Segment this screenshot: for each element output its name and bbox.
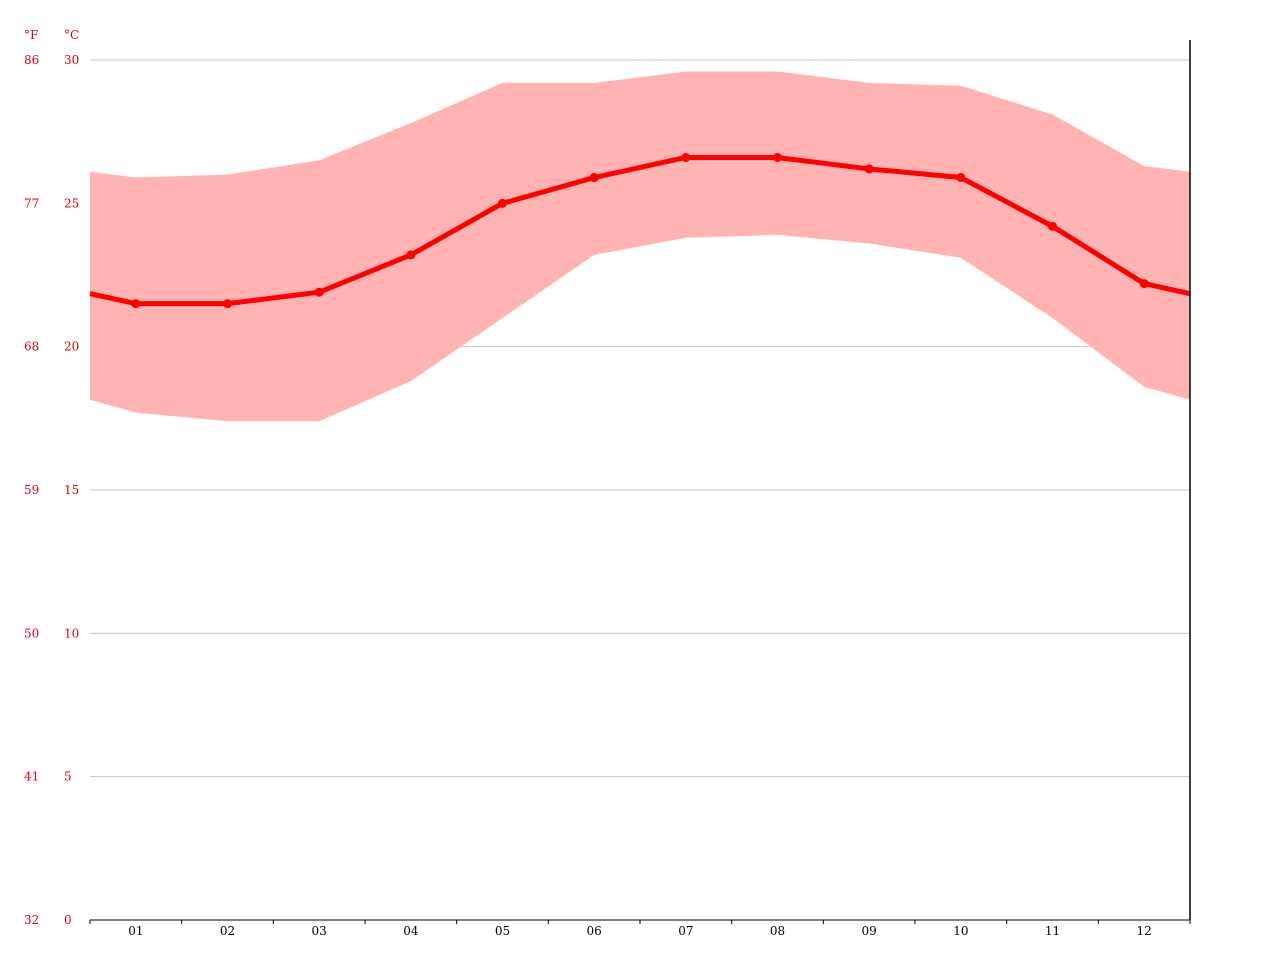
y-tick-celsius: 15 xyxy=(64,483,79,497)
data-point-11 xyxy=(1048,221,1057,231)
x-tick-label-09: 09 xyxy=(862,924,877,938)
x-tick-label-01: 01 xyxy=(128,924,143,938)
x-tick-label-11: 11 xyxy=(1045,924,1060,938)
data-point-02 xyxy=(223,299,232,309)
x-tick-label-06: 06 xyxy=(587,924,602,938)
data-point-08 xyxy=(773,152,782,162)
data-point-07 xyxy=(681,152,691,162)
y-tick-fahrenheit: 77 xyxy=(24,196,39,210)
x-tick-label-04: 04 xyxy=(403,924,419,938)
data-point-04 xyxy=(406,250,416,260)
data-point-05 xyxy=(498,198,507,208)
data-point-06 xyxy=(589,173,599,183)
x-tick-label-12: 12 xyxy=(1137,924,1152,938)
y-tick-celsius: 10 xyxy=(64,626,79,640)
x-tick-label-03: 03 xyxy=(312,924,327,938)
y-tick-fahrenheit: 68 xyxy=(24,340,39,354)
y-tick-celsius: 0 xyxy=(64,913,72,927)
y-tick-fahrenheit: 59 xyxy=(24,483,39,497)
y-tick-celsius: 25 xyxy=(64,196,79,210)
y-tick-celsius: 20 xyxy=(64,340,79,354)
x-tick-label-07: 07 xyxy=(678,924,693,938)
average-temperature-line xyxy=(89,154,1191,307)
axes xyxy=(89,40,1191,924)
data-point-01 xyxy=(131,299,141,309)
data-point-09 xyxy=(864,164,874,174)
y-tick-celsius: 5 xyxy=(64,770,72,784)
fahrenheit-unit-label: °F xyxy=(24,28,38,42)
data-point-10 xyxy=(956,173,966,183)
data-point-12 xyxy=(1139,279,1149,289)
data-point-03 xyxy=(314,287,324,297)
x-tick-label-08: 08 xyxy=(770,924,785,938)
x-tick-label-10: 10 xyxy=(953,924,968,938)
temperature-range-band xyxy=(90,71,1190,422)
x-tick-label-05: 05 xyxy=(495,924,510,938)
y-tick-fahrenheit: 41 xyxy=(24,770,39,784)
y-axis-labels: °F °C 0 32 5 41 10 50 15 59 20 68 25 77 30 86 xyxy=(24,28,79,927)
y-tick-celsius: 30 xyxy=(64,53,79,67)
y-tick-fahrenheit: 50 xyxy=(24,626,39,640)
x-axis-labels: 01 02 03 04 05 06 07 08 09 10 11 12 xyxy=(128,924,1152,938)
data-points xyxy=(131,152,1149,309)
celsius-unit-label: °C xyxy=(64,28,79,42)
y-tick-fahrenheit: 32 xyxy=(24,913,39,927)
x-tick-label-02: 02 xyxy=(220,924,235,938)
y-tick-fahrenheit: 86 xyxy=(24,53,39,67)
